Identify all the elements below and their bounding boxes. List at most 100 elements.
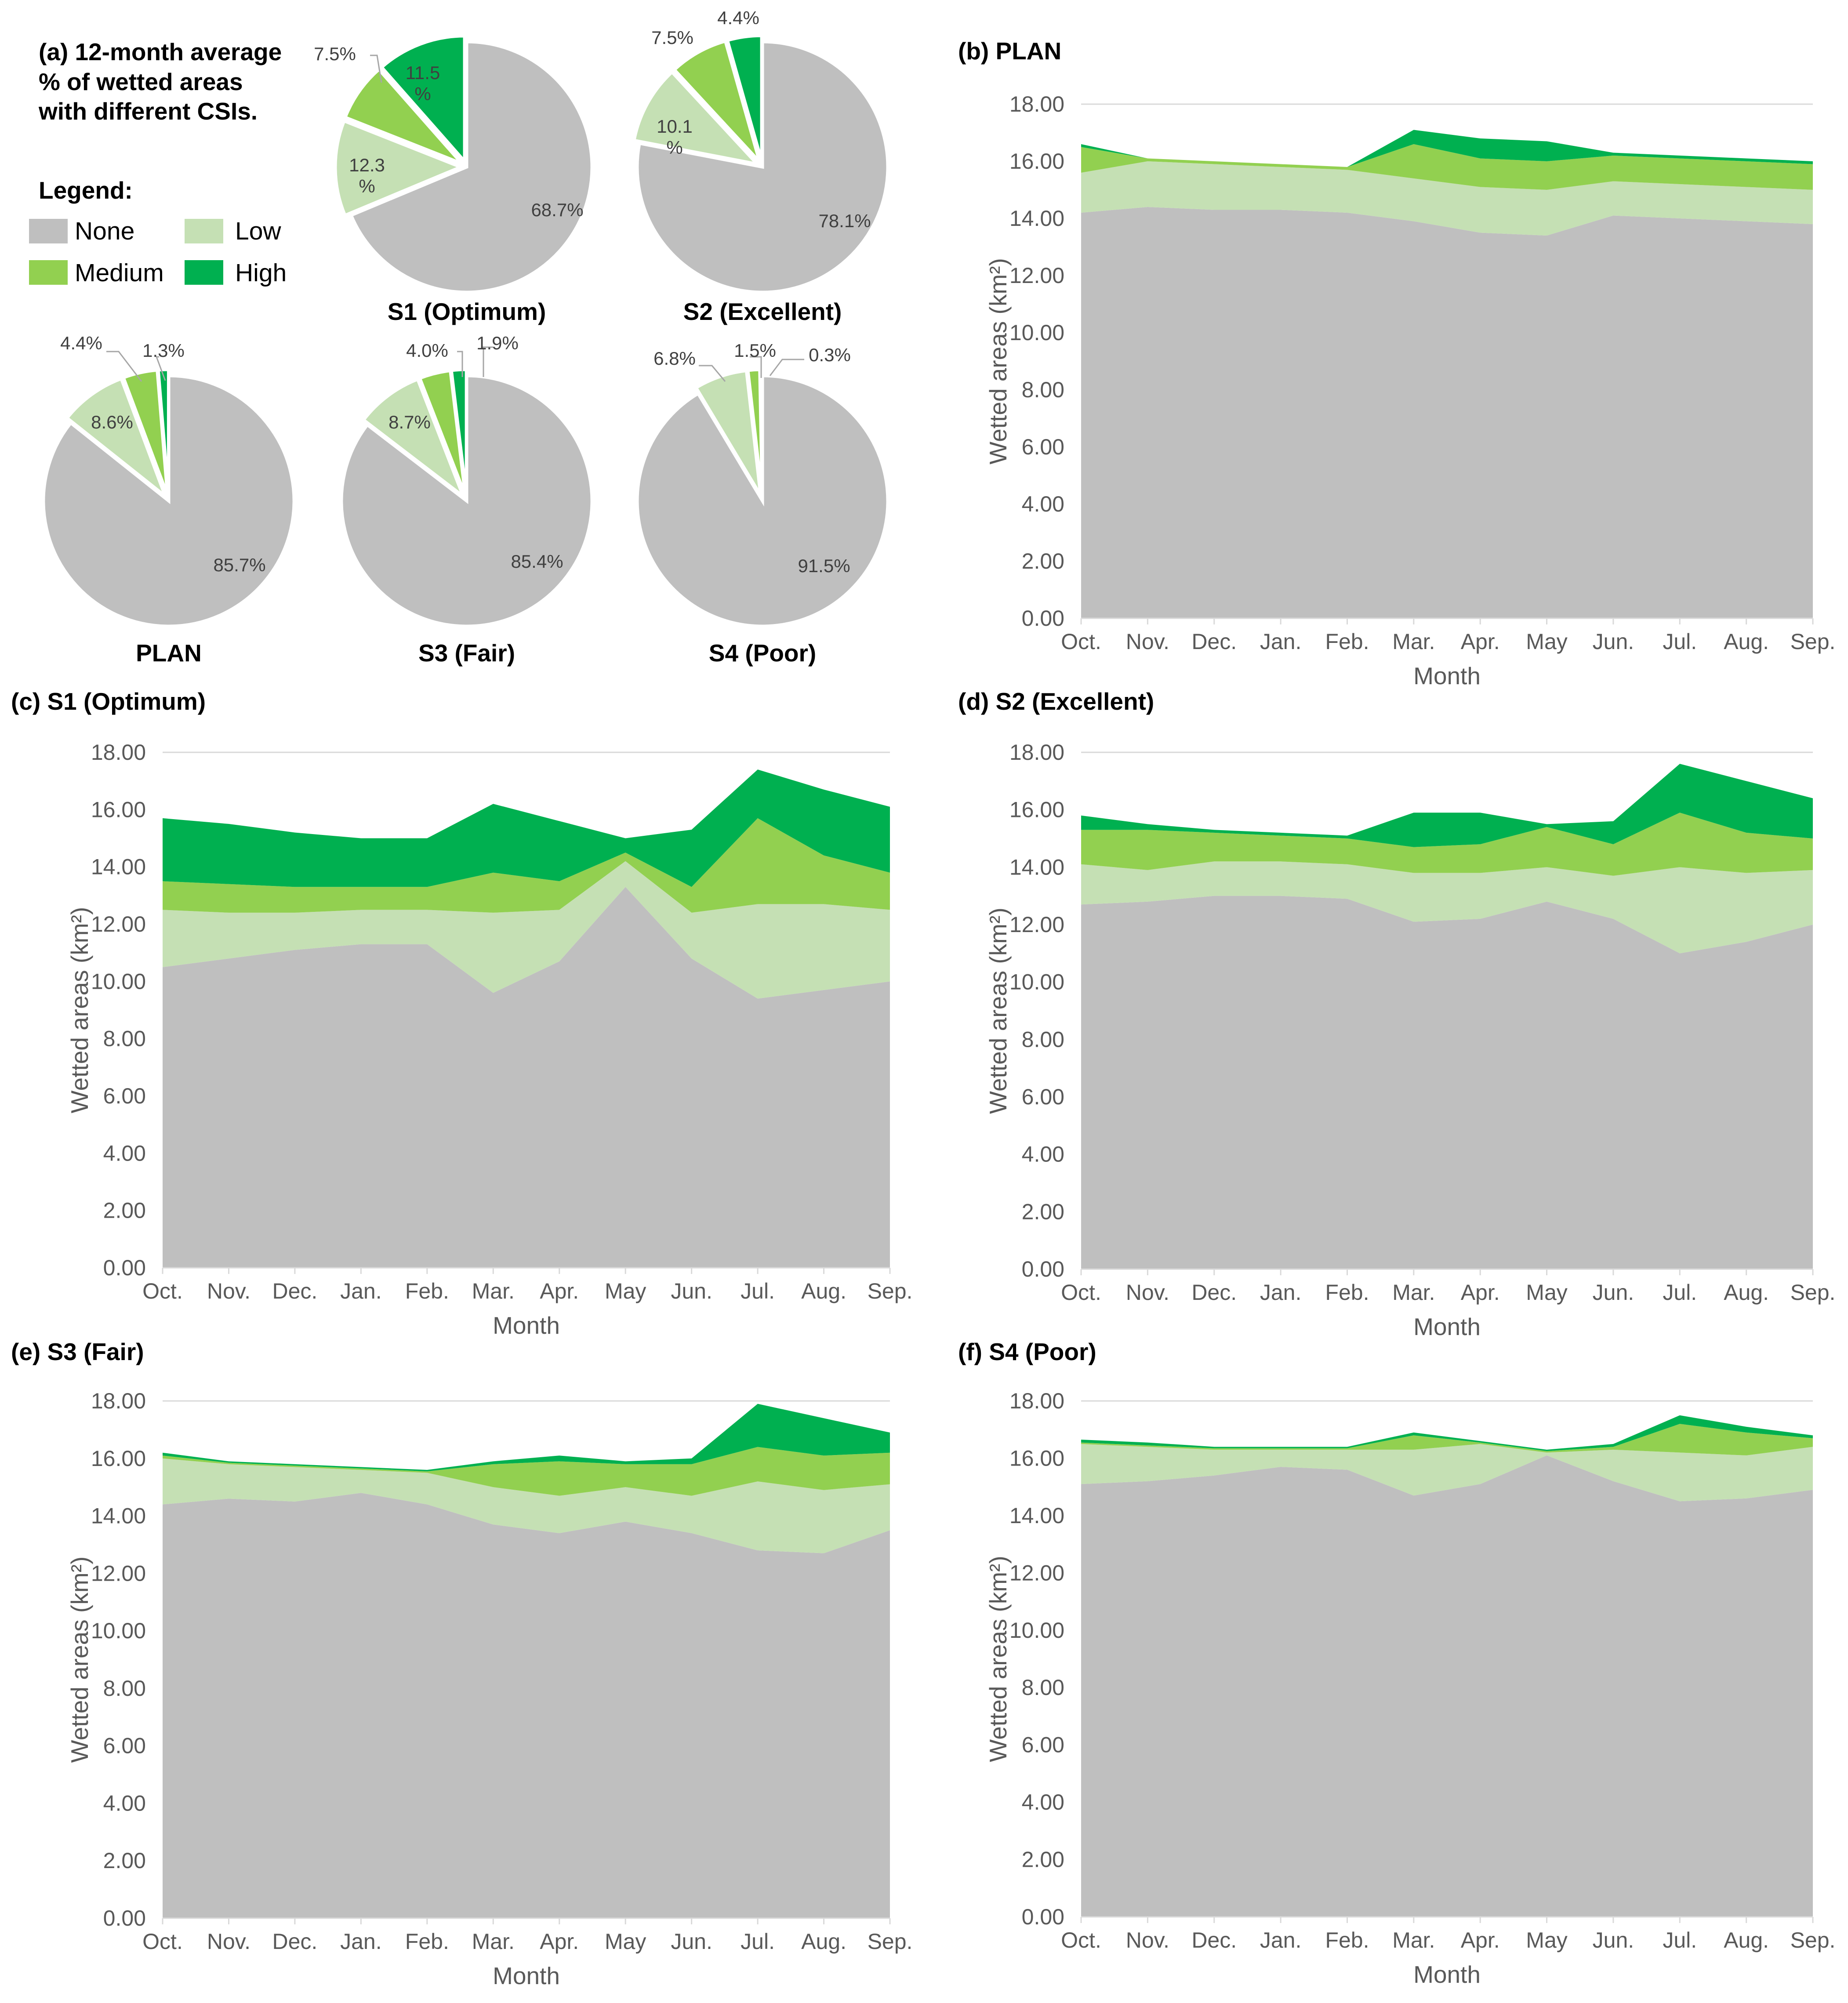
legend-label-high: High <box>235 259 287 287</box>
pie-plan-slice-none <box>42 374 296 628</box>
area-s3-ytick-label: 8.00 <box>103 1676 146 1701</box>
area-s3-ylabel: Wetted areas (km²) <box>66 1557 93 1763</box>
area-plan-area-none <box>1081 207 1813 618</box>
pie-s4: 91.5% 6.8% 1.5% 0.3% S4 (Poor) <box>635 340 890 667</box>
area-s1-ytick-label: 6.00 <box>103 1084 146 1108</box>
pie-s3-label-high: 1.9% <box>476 333 519 353</box>
pie-s3-slice-low <box>361 377 467 501</box>
area-s2-ytick-label: 18.00 <box>1009 740 1064 765</box>
area-s2-ytick-label: 4.00 <box>1022 1142 1064 1167</box>
area-s2-ytick-label: 8.00 <box>1022 1027 1064 1052</box>
area-s4-xtick-label-may: May <box>1526 1928 1567 1952</box>
area-s4-ylabel: Wetted areas (km²) <box>984 1556 1012 1762</box>
area-s4-ytick-label: 12.00 <box>1009 1560 1064 1585</box>
pie-s4-label-high: 0.3% <box>809 345 851 365</box>
pie-s4-label-medium: 1.5% <box>734 340 776 361</box>
area-s4-xtick-label-sep: Sep. <box>1790 1928 1836 1952</box>
area-s2-xtick-label-feb: Feb. <box>1325 1280 1369 1305</box>
area-s4-area-low <box>1081 1444 1813 1502</box>
area-s4-xtick-label-jan: Jan. <box>1260 1928 1302 1952</box>
area-s3-xtick-label-mar: Mar. <box>472 1929 515 1954</box>
area-plan-xtick-label-jun: Jun. <box>1593 629 1634 654</box>
area-s1-area-none <box>163 887 890 1268</box>
area-s1-ytick-label: 18.00 <box>91 740 146 765</box>
area-s3-xtick-label-nov: Nov. <box>207 1929 251 1954</box>
pie-s2-slice-medium <box>672 39 761 163</box>
area-plan-ytick-label: 14.00 <box>1009 206 1064 231</box>
area-plan-ytick-label: 18.00 <box>1009 92 1064 116</box>
area-s4: 0.00 2.00 4.00 6.00 8.00 10.00 12.00 14.00 16.00… <box>958 1338 1835 1988</box>
area-s2-xlabel: Month <box>1413 1313 1481 1340</box>
area-s1-ytick-label: 16.00 <box>91 797 146 822</box>
pie-plan: 85.7% 8.6% 4.4% 1.3% PLAN <box>42 333 296 667</box>
pie-s2-label-high: 4.4% <box>717 7 759 28</box>
pie-s1-slice-none <box>349 40 594 294</box>
area-s4-xtick-label-mar: Mar. <box>1392 1928 1435 1952</box>
area-s1-xtick-label-dec: Dec. <box>272 1279 318 1303</box>
pie-s1: 68.7% 12.3 % 7.5% 11.5 % S1 (Optimum) <box>314 34 594 325</box>
legend-label-medium: Medium <box>75 259 164 287</box>
area-s4-xtick-label-dec: Dec. <box>1191 1928 1237 1952</box>
pie-s3-leader-line <box>483 346 493 377</box>
area-plan-ytick-label: 6.00 <box>1022 435 1064 459</box>
area-s2-area-low <box>1081 861 1813 954</box>
area-s4-area-medium <box>1081 1424 1813 1455</box>
legend-swatch-high <box>185 260 223 285</box>
area-s4-xtick-label-aug: Aug. <box>1724 1928 1769 1952</box>
area-s2-ylabel: Wetted areas (km²) <box>984 907 1012 1114</box>
area-plan-xtick-label-feb: Feb. <box>1325 629 1369 654</box>
area-s4-xtick-label-jul: Jul. <box>1663 1928 1697 1952</box>
pie-s3-label-none: 85.4% <box>511 551 563 572</box>
area-s3-xtick-label-jul: Jul. <box>741 1929 775 1954</box>
area-s3-ytick-label: 12.00 <box>91 1561 146 1586</box>
area-s4-ytick-label: 0.00 <box>1022 1905 1064 1929</box>
area-s4-xtick-label-jun: Jun. <box>1593 1928 1634 1952</box>
area-s2-area-high <box>1081 764 1813 847</box>
pie-s2-label-medium: 7.5% <box>651 27 693 48</box>
area-s2-ytick-label: 0.00 <box>1022 1257 1064 1281</box>
pie-panel-title-line-2: % of wetted areas <box>39 68 243 95</box>
area-plan-ytick-label: 4.00 <box>1022 492 1064 516</box>
area-plan: 0.00 2.00 4.00 6.00 8.00 10.00 12.00 14.00 16.00… <box>958 37 1835 689</box>
area-s1-ytick-label: 0.00 <box>103 1256 146 1280</box>
area-s4-xlabel: Month <box>1413 1961 1481 1988</box>
area-s3-xtick-label-apr: Apr. <box>540 1929 579 1954</box>
area-plan-ytick-label: 0.00 <box>1022 606 1064 631</box>
area-s4-xtick-label-apr: Apr. <box>1461 1928 1500 1952</box>
legend-swatch-medium <box>29 260 68 285</box>
area-s2-ytick-label: 10.00 <box>1009 970 1064 994</box>
area-s3-xtick-label-oct: Oct. <box>142 1929 183 1954</box>
pie-s2-slice-low <box>632 70 762 167</box>
area-s2-xtick-label-jun: Jun. <box>1593 1280 1634 1305</box>
pie-s1-label-high: 11.5% <box>406 62 440 104</box>
area-plan-xtick-label-jan: Jan. <box>1260 629 1302 654</box>
area-s3-xtick-label-dec: Dec. <box>272 1929 318 1954</box>
pie-s1-slice-low <box>334 119 465 218</box>
pie-s1-slice-high <box>379 34 466 166</box>
pie-s2: 78.1% 10.1 % 7.5% 4.4% S2 (Excellent) <box>632 7 890 325</box>
area-s1-xtick-label-mar: Mar. <box>472 1279 515 1303</box>
area-s1-xtick-label-sep: Sep. <box>868 1279 913 1303</box>
area-plan-ytick-label: 2.00 <box>1022 549 1064 573</box>
area-s3: 0.00 2.00 4.00 6.00 8.00 10.00 12.00 14.00 16.00… <box>11 1338 912 1989</box>
pie-plan-label-none: 85.7% <box>213 555 265 575</box>
area-plan-xtick-label-apr: Apr. <box>1461 629 1500 654</box>
pie-plan-label-medium: 4.4% <box>60 333 102 353</box>
pie-plan-label-low: 8.6% <box>91 412 133 432</box>
pie-s4-title: S4 (Poor) <box>709 639 816 667</box>
pie-panel-title: (a) 12-month average % of wetted areas w… <box>38 38 282 125</box>
area-s3-area-none <box>163 1493 890 1918</box>
area-s3-ytick-label: 16.00 <box>91 1446 146 1471</box>
area-plan-xtick-label-sep: Sep. <box>1790 629 1836 654</box>
pie-panel-title-line-3: with different CSIs. <box>38 98 258 125</box>
pie-plan-leader-line <box>106 351 142 382</box>
area-s3-xlabel: Month <box>493 1962 560 1989</box>
pie-s3-label-medium: 4.0% <box>406 340 448 361</box>
area-s4-area-none <box>1081 1455 1813 1917</box>
area-s1-xtick-label-nov: Nov. <box>207 1279 251 1303</box>
area-s3-xtick-label-may: May <box>605 1929 646 1954</box>
area-s2-xtick-label-sep: Sep. <box>1790 1280 1836 1305</box>
pie-plan-leader-line <box>155 356 166 381</box>
area-plan-xtick-label-jul: Jul. <box>1663 629 1697 654</box>
